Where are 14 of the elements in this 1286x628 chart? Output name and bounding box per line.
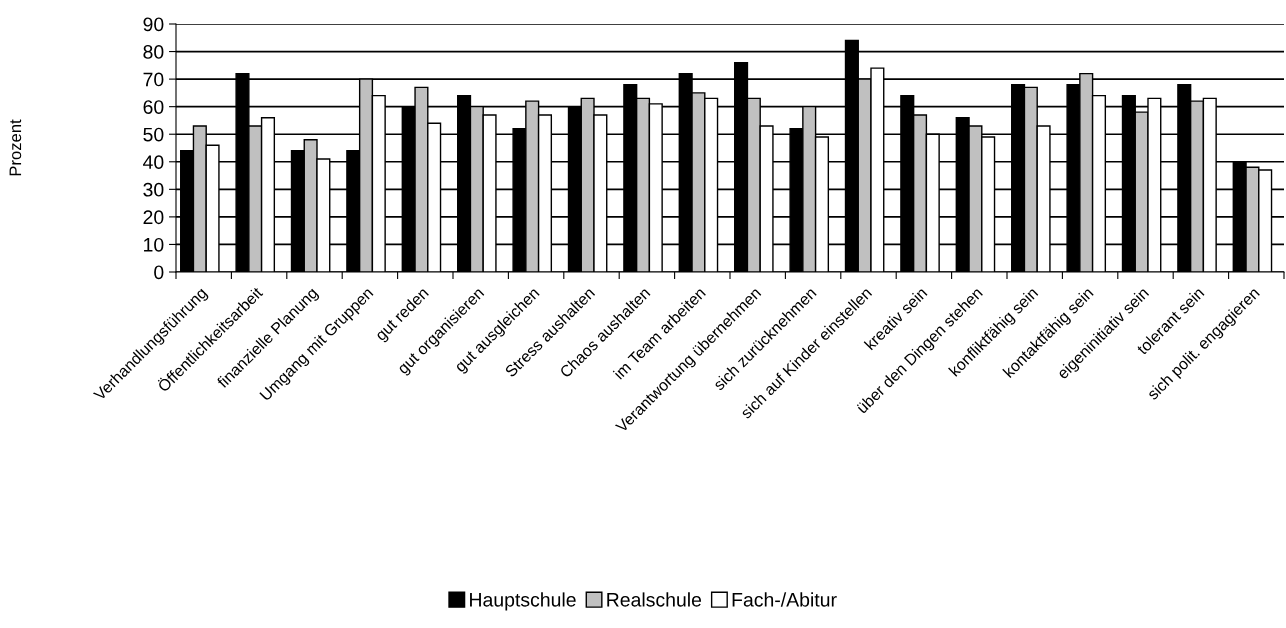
y-tick-label: 20 — [143, 210, 164, 225]
y-tick-label: 30 — [143, 182, 164, 197]
y-tick-label: 70 — [143, 72, 164, 87]
y-tick-label: 80 — [143, 45, 164, 59]
y-axis-title: Prozent — [9, 119, 22, 176]
legend-label: Hauptschule — [470, 592, 576, 611]
y-tick-label: 50 — [143, 127, 164, 142]
y-tick-label: 10 — [144, 237, 164, 252]
legend-label: Fach-/Abitur — [732, 592, 837, 607]
legend-label: Realschule — [607, 592, 702, 607]
y-tick-label: 90 — [143, 17, 164, 32]
y-tick-label: 40 — [143, 155, 164, 170]
y-tick-label: 60 — [143, 100, 164, 114]
y-tick-label: 0 — [154, 265, 164, 280]
